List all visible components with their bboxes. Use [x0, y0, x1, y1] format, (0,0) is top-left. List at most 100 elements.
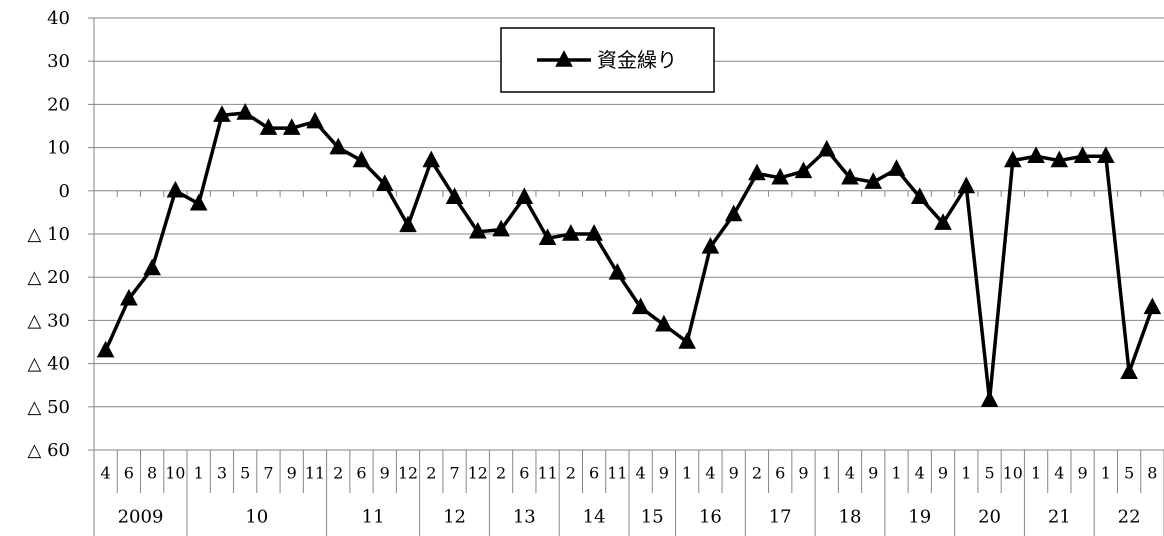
data-point-marker [771, 167, 789, 185]
data-point-marker [329, 137, 348, 155]
month-label: 9 [729, 464, 739, 483]
y-tick-label: △ 20 [28, 267, 70, 288]
month-label: 11 [305, 464, 325, 483]
month-label: 1 [891, 464, 901, 483]
month-label: 6 [519, 464, 529, 483]
y-tick-label: 30 [47, 51, 70, 72]
month-label: 5 [240, 464, 250, 483]
data-point-marker [96, 340, 115, 358]
month-label: 11 [607, 464, 627, 483]
legend-marker [555, 50, 573, 67]
data-point-marker [957, 176, 976, 194]
series-layer [96, 103, 1162, 408]
month-label: 2 [752, 464, 762, 483]
month-label: 10 [1003, 464, 1023, 483]
y-tick-label: △ 50 [28, 397, 70, 418]
y-tick-label: △ 40 [28, 354, 70, 375]
data-point-marker [841, 167, 859, 185]
data-point-marker [213, 105, 231, 122]
gridlines [94, 17, 1164, 451]
month-label: 2 [496, 464, 506, 483]
month-label: 8 [1147, 464, 1157, 483]
month-label: 6 [589, 464, 599, 483]
legend: 資金繰り [500, 27, 715, 93]
data-point-marker [1120, 362, 1138, 379]
y-tick-label: 10 [47, 138, 70, 159]
month-label: 9 [798, 464, 808, 483]
month-label: 1 [1101, 464, 1111, 483]
data-point-marker [143, 258, 161, 276]
data-point-marker [817, 139, 836, 157]
month-label: 3 [217, 464, 227, 483]
month-label: 6 [356, 464, 366, 483]
data-point-marker [678, 332, 696, 349]
month-label: 9 [287, 464, 297, 483]
year-label: 2009 [118, 507, 164, 528]
y-tick-labels: 40 30 20 10 0 △ 10 △ 20 △ 30 △ 40 △ 50 △ 60 [28, 8, 70, 461]
data-point-marker [887, 159, 906, 176]
data-point-marker [1143, 297, 1162, 315]
data-point-marker [306, 111, 324, 129]
month-label: 9 [938, 464, 948, 483]
month-label: 4 [845, 464, 855, 483]
data-point-marker [120, 288, 138, 306]
month-label: 1 [961, 464, 971, 483]
data-point-marker [352, 150, 371, 168]
month-label: 4 [636, 464, 646, 483]
month-label: 4 [915, 464, 925, 483]
data-point-marker [282, 118, 301, 135]
month-label: 11 [538, 464, 558, 483]
data-point-marker [1050, 150, 1069, 168]
month-label: 5 [984, 464, 994, 483]
month-label: 7 [263, 464, 273, 483]
month-label: 6 [775, 464, 785, 483]
legend-box [500, 27, 715, 93]
data-point-marker [655, 314, 673, 332]
year-label: 22 [1118, 507, 1141, 528]
year-label: 11 [362, 507, 385, 528]
data-point-marker [1004, 150, 1022, 168]
month-label: 12 [468, 464, 488, 483]
month-label: 9 [659, 464, 669, 483]
month-label: 1 [194, 464, 204, 483]
data-point-marker [585, 224, 603, 241]
month-label: 4 [705, 464, 715, 483]
y-tick-label: △ 60 [28, 440, 70, 461]
data-point-marker [631, 297, 650, 315]
month-label: 4 [101, 464, 111, 483]
data-point-marker [608, 262, 627, 280]
data-point-marker [980, 390, 999, 408]
data-point-marker [375, 174, 394, 192]
data-point-marker [492, 219, 510, 237]
month-label: 9 [868, 464, 878, 483]
month-label: 6 [124, 464, 134, 483]
data-point-marker [445, 187, 464, 204]
year-label: 21 [1048, 507, 1071, 528]
data-point-marker [1097, 146, 1115, 163]
data-point-marker [934, 213, 952, 230]
year-label: 16 [699, 507, 722, 528]
data-point-marker [701, 237, 720, 254]
data-point-marker [1073, 146, 1092, 163]
y-tick-label: 20 [47, 94, 70, 115]
data-point-marker [399, 215, 417, 233]
year-label: 13 [513, 507, 536, 528]
month-label: 5 [1124, 464, 1134, 483]
series-line [104, 111, 1155, 403]
month-label: 10 [165, 464, 185, 483]
month-label: 1 [1031, 464, 1041, 483]
y-tick-label: △ 30 [28, 310, 70, 331]
data-point-marker [236, 103, 254, 120]
data-point-marker [724, 204, 743, 222]
axes [88, 17, 1164, 536]
month-label: 12 [398, 464, 418, 483]
month-label: 4 [1054, 464, 1064, 483]
month-label: 2 [426, 464, 436, 483]
year-label: 14 [583, 507, 606, 528]
month-label: 9 [380, 464, 390, 483]
month-label: 7 [449, 464, 459, 483]
month-label: 8 [147, 464, 157, 483]
data-point-marker [469, 221, 487, 239]
year-label: 20 [978, 507, 1001, 528]
